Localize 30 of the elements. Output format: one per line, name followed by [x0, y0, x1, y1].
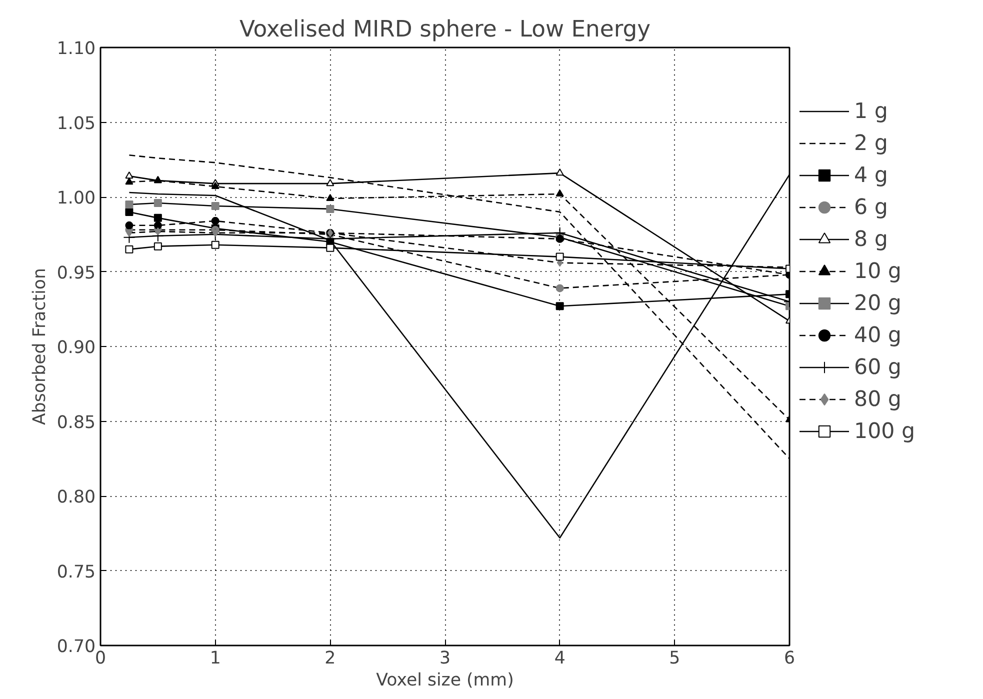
legend-label: 100 g: [854, 418, 916, 445]
y-tick-label: 0.85: [56, 412, 96, 433]
y-tick-label: 1.10: [56, 39, 96, 59]
legend-label: 8 g: [854, 226, 888, 253]
x-tick-label: 3: [439, 648, 451, 668]
y-axis-title: Absorbed Fraction: [30, 268, 50, 425]
legend-label: 4 g: [854, 162, 888, 189]
x-tick-label: 5: [669, 648, 680, 668]
x-axis-title: Voxel size (mm): [376, 670, 514, 690]
chart-title: Voxelised MIRD sphere - Low Energy: [239, 16, 651, 42]
y-tick-label: 0.80: [56, 488, 96, 508]
x-tick-label: 4: [554, 648, 566, 668]
y-tick-label: 1.00: [56, 188, 96, 208]
x-tick-label: 2: [324, 648, 336, 668]
y-tick-label: 0.90: [56, 338, 96, 358]
x-tick-label: 6: [784, 648, 796, 668]
legend-label: 60 g: [854, 354, 902, 381]
legend-label: 2 g: [854, 130, 888, 157]
legend-label: 20 g: [854, 290, 902, 317]
x-tick-label: 0: [94, 648, 106, 668]
y-tick-label: 0.75: [56, 562, 96, 582]
y-tick-label: 0.95: [56, 263, 96, 284]
x-tick-label: 1: [210, 648, 221, 668]
y-tick-label: 1.05: [56, 114, 96, 134]
y-tick-label: 0.70: [56, 637, 96, 657]
legend-label: 80 g: [854, 386, 902, 413]
legend-label: 40 g: [854, 322, 902, 349]
legend-label: 6 g: [854, 194, 888, 221]
legend-label: 10 g: [854, 258, 902, 285]
legend-label: 1 g: [854, 98, 888, 125]
